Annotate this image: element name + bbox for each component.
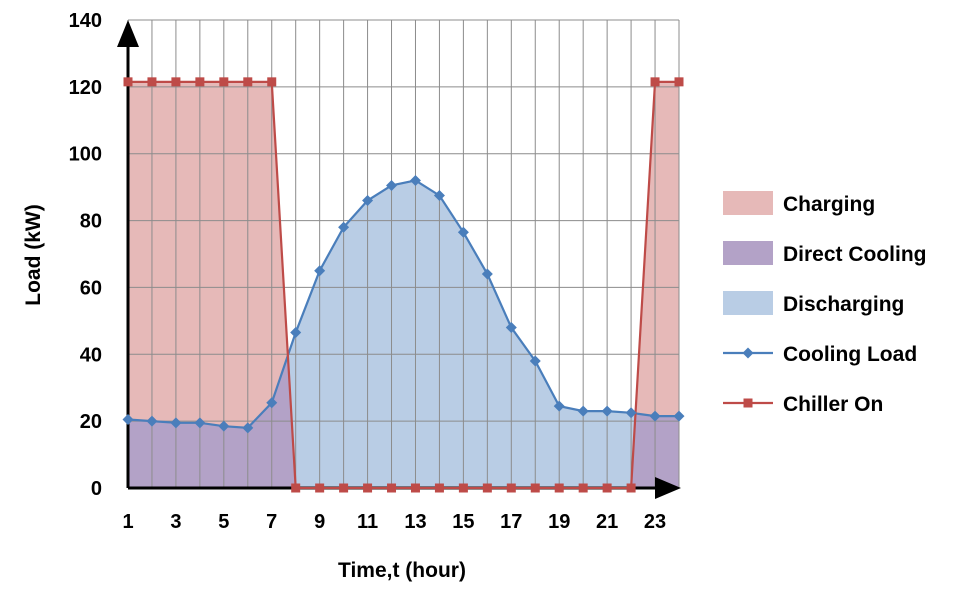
x-tick-label: 17 (500, 511, 522, 533)
y-tick-label: 100 (69, 144, 102, 166)
cooling-load-point (457, 226, 469, 238)
grid-layer (127, 19, 680, 489)
cooling-load-point (481, 268, 493, 280)
chiller-on-point (434, 483, 444, 493)
area-layer (128, 81, 679, 488)
cooling-load-point (577, 405, 589, 417)
area-discharging (128, 180, 679, 488)
x-axis-title: Time,t (hour) (338, 559, 466, 582)
y-tick-label: 120 (69, 77, 102, 99)
chiller-on-point (482, 483, 492, 493)
chiller-on-point (626, 483, 636, 493)
x-tick-label: 9 (314, 511, 325, 533)
x-tick-label: 23 (644, 511, 666, 533)
chiller-on-point (650, 77, 660, 87)
chiller-on-point (219, 77, 229, 87)
x-tick-label: 7 (266, 511, 277, 533)
chiller-on-point (363, 483, 373, 493)
legend-label-cooling-load: Cooling Load (783, 343, 917, 366)
x-axis-arrow (655, 477, 681, 499)
cooling-load-point (409, 174, 421, 186)
cooling-load-point (625, 407, 637, 419)
cooling-load-point (194, 417, 206, 429)
chiller-on-point (315, 483, 325, 493)
area-charging (128, 81, 679, 428)
cooling-load-point (122, 413, 134, 425)
cooling-load-point (314, 265, 326, 277)
chiller-on-point (387, 483, 397, 493)
x-tick-label: 11 (357, 511, 378, 533)
cooling-load-point (338, 221, 350, 233)
x-tick-label: 1 (122, 511, 133, 533)
legend-marker-chiller-on (743, 398, 753, 408)
chiller-on-point (291, 483, 301, 493)
cooling-load-point (553, 400, 565, 412)
legend-label-chiller-on: Chiller On (783, 393, 883, 416)
chiller-on-point (339, 483, 349, 493)
chiller-on-point (267, 77, 277, 87)
chiller-on-point (171, 77, 181, 87)
cooling-load-point (266, 397, 278, 409)
legend-swatch-discharging (723, 291, 773, 315)
cooling-load-point (146, 415, 158, 427)
y-tick-label: 140 (69, 10, 102, 32)
legend-label-discharging: Discharging (783, 293, 904, 316)
chiller-on-point (554, 483, 564, 493)
y-tick-label: 0 (91, 478, 102, 500)
x-tick-label: 15 (452, 511, 474, 533)
chiller-on-point (243, 77, 253, 87)
chiller-on-point (123, 77, 133, 87)
legend-swatch-charging (723, 191, 773, 215)
legend-item-charging: Charging (723, 191, 875, 216)
y-tick-label: 60 (80, 277, 102, 299)
y-tick-label: 40 (80, 344, 102, 366)
chiller-on-point (674, 77, 684, 87)
legend-item-cooling-load: Cooling Load (723, 343, 917, 366)
area-direct-cooling (128, 357, 679, 488)
y-axis-arrow (117, 20, 139, 47)
cooling-load-point (433, 190, 445, 201)
chiller-on-point (410, 483, 420, 493)
cooling-load-point (218, 420, 230, 432)
chiller-on-point (602, 483, 612, 493)
legend-item-direct-cooling: Direct Cooling (723, 241, 927, 266)
legend-item-discharging: Discharging (723, 291, 904, 316)
cooling-load-point (673, 410, 685, 422)
cooling-load-point (170, 417, 182, 429)
chiller-on-point (506, 483, 516, 493)
series-layer (122, 77, 685, 493)
cooling-load-point (386, 179, 398, 191)
legend-label-charging: Charging (783, 193, 875, 216)
y-axis-title: Load (kW) (22, 204, 45, 305)
cooling-load-point (290, 327, 302, 339)
x-tick-label: 3 (170, 511, 181, 533)
chiller-on-point (195, 77, 205, 87)
x-tick-label: 5 (218, 511, 229, 533)
chiller-on-point (530, 483, 540, 493)
cooling-load-point (649, 410, 661, 422)
cooling-load-point (601, 405, 613, 417)
y-tick-label: 20 (80, 411, 102, 433)
cooling-load-point (505, 322, 517, 334)
cooling-load-point (362, 195, 374, 207)
x-tick-label: 13 (404, 511, 426, 533)
legend: Charging Direct Cooling Discharging Cooling… (723, 191, 927, 416)
x-tick-label: 21 (596, 511, 618, 533)
chiller-on-point (147, 77, 157, 87)
y-tick-label: 80 (80, 211, 102, 233)
chiller-on-point (458, 483, 468, 493)
legend-item-chiller-on: Chiller On (723, 393, 883, 416)
legend-swatch-direct-cooling (723, 241, 773, 265)
legend-label-direct-cooling: Direct Cooling (783, 243, 927, 266)
cooling-load-point (242, 422, 254, 434)
x-tick-label: 19 (548, 511, 570, 533)
cooling-load-point (529, 355, 541, 367)
legend-marker-cooling-load (742, 347, 754, 359)
chiller-on-point (578, 483, 588, 493)
